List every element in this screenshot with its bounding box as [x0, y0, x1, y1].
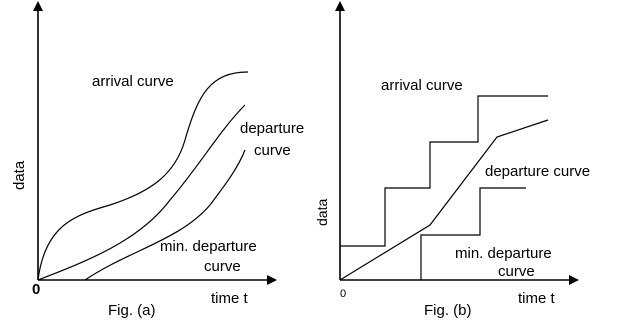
fig-b-arrival-curve [340, 95, 548, 247]
fig-a-x-axis-label: time t [211, 290, 249, 307]
fig-b-min-departure-label-line2: curve [498, 263, 535, 280]
fig-a-y-axis-label: data [11, 160, 28, 190]
fig-a-min-departure-curve [84, 149, 246, 281]
fig-a-caption: Fig. (a) [108, 302, 156, 319]
fig-b-min-departure-curve [420, 187, 526, 280]
fig-a-min-departure-label-line2: curve [204, 258, 241, 275]
fig-b-x-axis-label: time t [518, 290, 556, 307]
fig-b-y-axis-label: data [314, 199, 330, 226]
fig-a-min-departure-label-line1: min. departure [160, 238, 257, 255]
fig-a-departure-curve [37, 104, 246, 281]
fig-b-min-departure-label-line1: min. departure [455, 245, 552, 262]
fig-b-departure-curve [339, 119, 549, 281]
fig-a-departure-label-line2: curve [254, 142, 291, 159]
fig-a-arrival-curve [37, 71, 249, 281]
fig-b-caption: Fig. (b) [424, 302, 472, 319]
fig-a-departure-label-line1: departure [240, 120, 304, 137]
fig-b-arrival-label: arrival curve [381, 77, 463, 94]
fig-a-origin-label: 0 [32, 281, 40, 298]
fig-b-departure-label: departure curve [485, 163, 590, 180]
figure-b: arrival curve departure curve min. depar… [314, 1, 590, 319]
fig-b-origin-label: 0 [340, 288, 346, 300]
fig-a-arrival-label: arrival curve [92, 73, 174, 90]
figure-a: arrival curve departure curve min. depar… [11, 1, 304, 319]
